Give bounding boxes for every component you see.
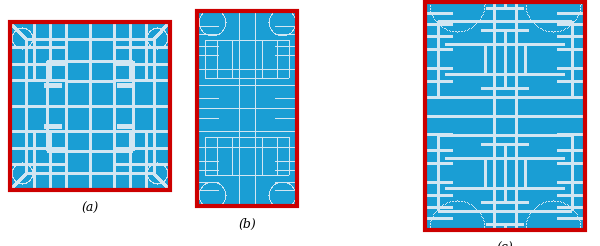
Bar — [425, 2, 585, 230]
Bar — [197, 11, 297, 206]
Text: (a): (a) — [82, 202, 98, 215]
Text: (c): (c) — [497, 242, 514, 246]
Text: (b): (b) — [238, 218, 256, 231]
Bar — [10, 22, 170, 190]
